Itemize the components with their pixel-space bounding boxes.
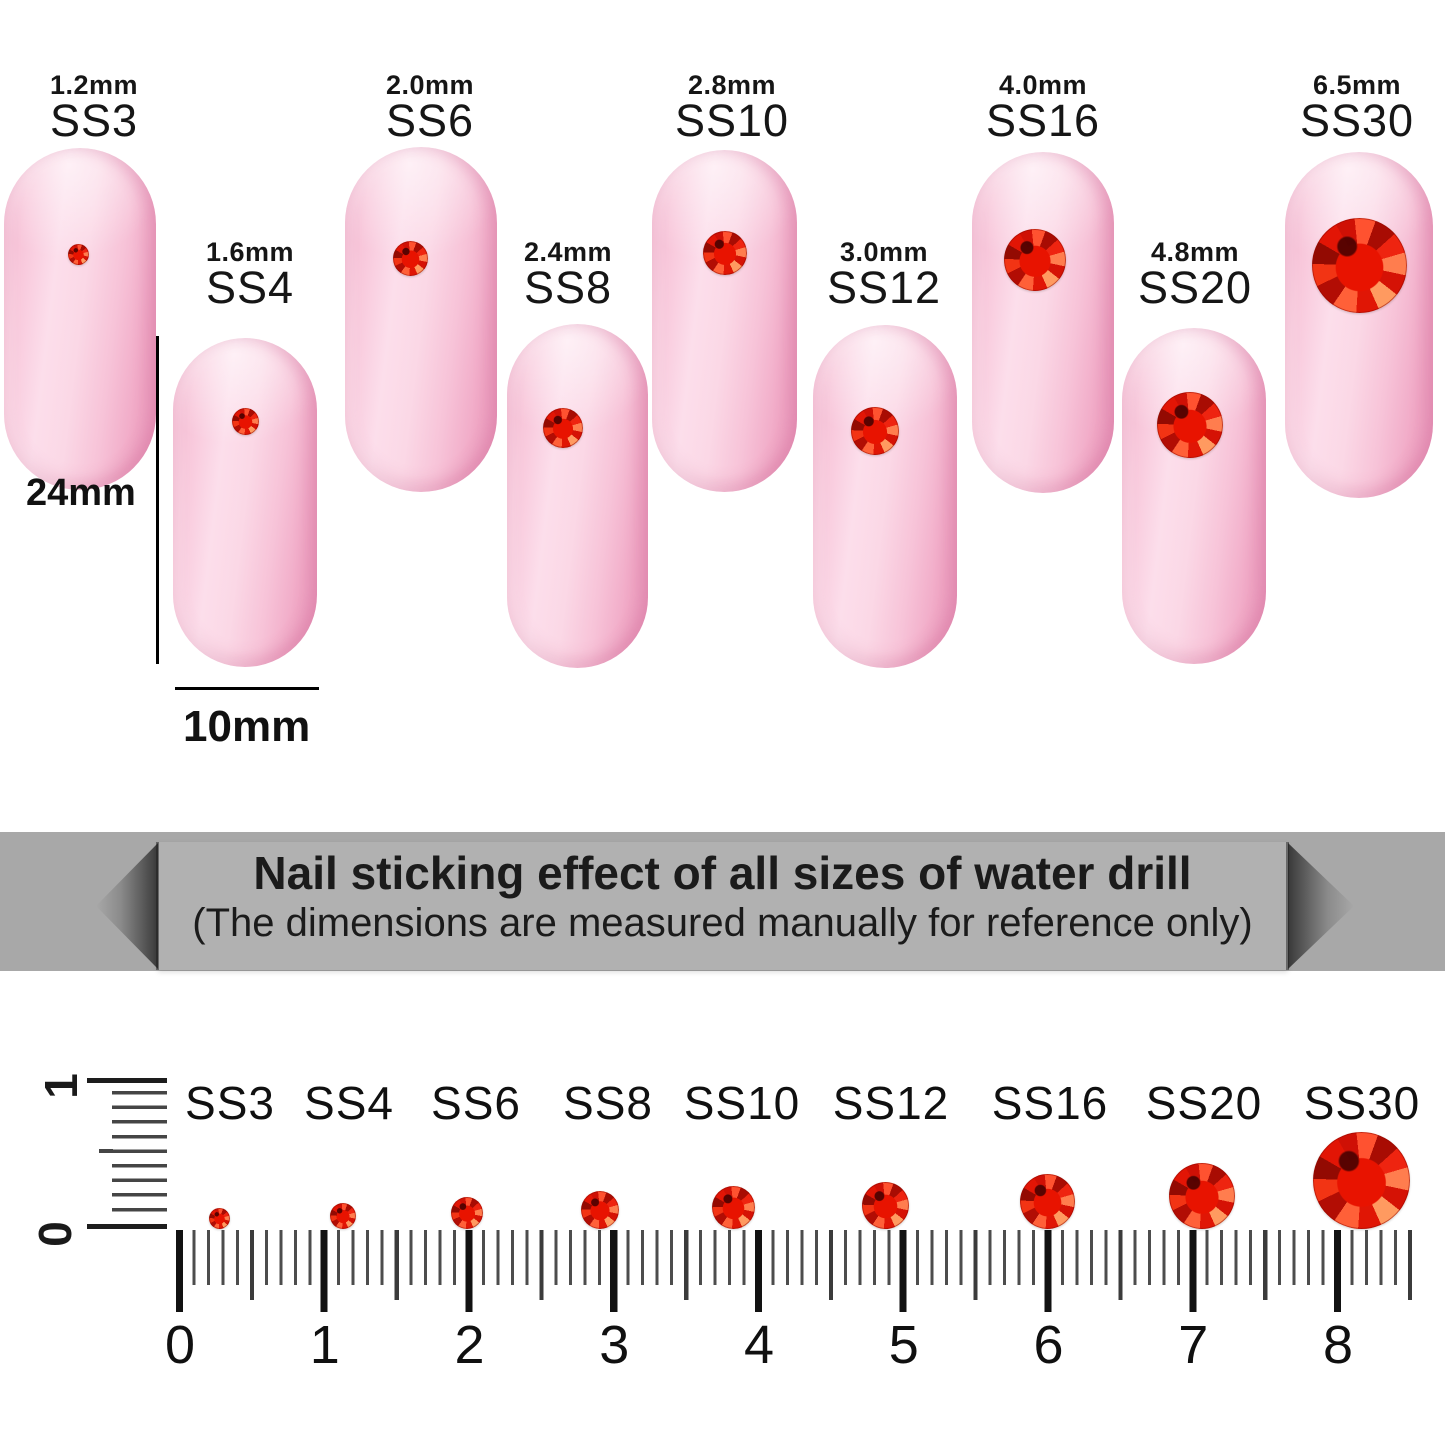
ruler-corner-digit-one: 1 (34, 1073, 87, 1099)
ruler-ss-label: SS4 (304, 1077, 394, 1129)
nail-ss-label: SS30 (1299, 95, 1415, 146)
rhinestone-on-nail (543, 408, 583, 448)
rhinestone-on-nail (67, 243, 89, 265)
nail-photo (507, 324, 648, 668)
nail-mm-label: 2.0mm (385, 70, 475, 100)
nail-photo (813, 325, 957, 668)
nail-photo (345, 147, 497, 492)
nail-mm-label: 4.8mm (1150, 237, 1240, 267)
rhinestone-on-nail (851, 407, 899, 455)
rhinestone-on-nail (703, 231, 747, 275)
nail-mm-label: 4.0mm (998, 70, 1088, 100)
rhinestone-on-nail (392, 240, 428, 276)
ruler-cm-number: 5 (888, 1315, 919, 1375)
rhinestone-on-ruler (1169, 1163, 1235, 1229)
banner-title: Nail sticking effect of all sizes of wat… (253, 847, 1192, 899)
nail-photo (4, 148, 156, 490)
banner-panel-right-edge (1286, 842, 1289, 970)
ruler-cm-number: 0 (164, 1315, 196, 1375)
ruler-cm-number: 2 (454, 1315, 485, 1375)
nail-mm-label: 2.8mm (687, 70, 777, 100)
ruler-vertical-zero-mark (87, 1224, 167, 1229)
nail-mm-label: 1.6mm (205, 237, 295, 267)
ruler-corner-digit-zero: 0 (28, 1221, 81, 1247)
rhinestone-on-ruler (1312, 1132, 1410, 1229)
ruler-vertical-cm-mark (87, 1078, 167, 1083)
nail-photo (173, 338, 317, 667)
ruler-ss-label: SS10 (683, 1077, 801, 1129)
rhinestone-on-ruler (208, 1208, 230, 1229)
nail-ss-label: SS6 (385, 95, 475, 146)
nail-ss-label: SS20 (1137, 262, 1253, 313)
nail-ss-label: SS4 (205, 262, 295, 313)
rhinestone-on-nail (1311, 217, 1407, 313)
nail-ss-label: SS8 (523, 262, 613, 313)
rhinestone-on-ruler (581, 1191, 619, 1229)
nail-mm-label: 1.2mm (49, 70, 139, 100)
ruler-cm-number: 6 (1033, 1315, 1064, 1375)
nail-width-label: 10mm (183, 702, 311, 751)
ruler-ss-label: SS3 (185, 1077, 275, 1129)
nail-length-dimension-line (156, 336, 159, 664)
ruler-vertical-mm-marks (112, 1091, 167, 1216)
rhinestone-on-ruler (711, 1186, 755, 1229)
nail-mm-label: 2.4mm (523, 237, 613, 267)
nail-width-dimension-line (175, 687, 319, 690)
nail-photo (972, 152, 1114, 493)
nail-length-label: 24mm (26, 472, 136, 514)
nail-ss-label: SS12 (826, 262, 942, 313)
nail-ss-label: SS16 (985, 95, 1101, 146)
rhinestone-on-ruler (330, 1203, 356, 1229)
ruler-cm-number: 4 (743, 1315, 775, 1375)
banner-panel (158, 842, 1288, 970)
nail-photo (1285, 152, 1433, 498)
nail-mm-label: 3.0mm (839, 237, 929, 267)
nail-mm-label: 6.5mm (1312, 70, 1402, 100)
ruler-ss-label: SS20 (1145, 1077, 1263, 1129)
ruler-cm-number: 7 (1178, 1315, 1209, 1375)
ruler-ss-label: SS30 (1303, 1077, 1421, 1129)
banner-subtitle: (The dimensions are measured manually fo… (192, 901, 1253, 945)
nail-photo (652, 150, 797, 492)
nail-photo (1122, 328, 1266, 664)
ruler-ss-label: SS16 (991, 1077, 1109, 1129)
rhinestone-on-ruler (861, 1182, 909, 1229)
rhinestone-on-nail (1004, 229, 1066, 291)
rhinestone-on-nail (231, 407, 259, 435)
ruler-cm-number: 1 (309, 1315, 340, 1375)
ruler-cm-number: 8 (1322, 1315, 1354, 1375)
ruler-cm-ticks (176, 1230, 1346, 1312)
rhinestone-on-ruler (451, 1197, 483, 1229)
ruler-ss-label: SS6 (431, 1077, 521, 1129)
nail-ss-label: SS10 (674, 95, 790, 146)
rhinestone-on-nail (1157, 392, 1223, 458)
ruler-ss-label: SS8 (563, 1077, 653, 1129)
ruler-ss-label: SS12 (832, 1077, 950, 1129)
rhinestone-on-ruler (1019, 1174, 1075, 1229)
ruler-vertical-halfcm-mark (99, 1149, 113, 1153)
ruler-cm-number: 3 (599, 1315, 630, 1375)
nail-ss-label: SS3 (49, 95, 139, 146)
